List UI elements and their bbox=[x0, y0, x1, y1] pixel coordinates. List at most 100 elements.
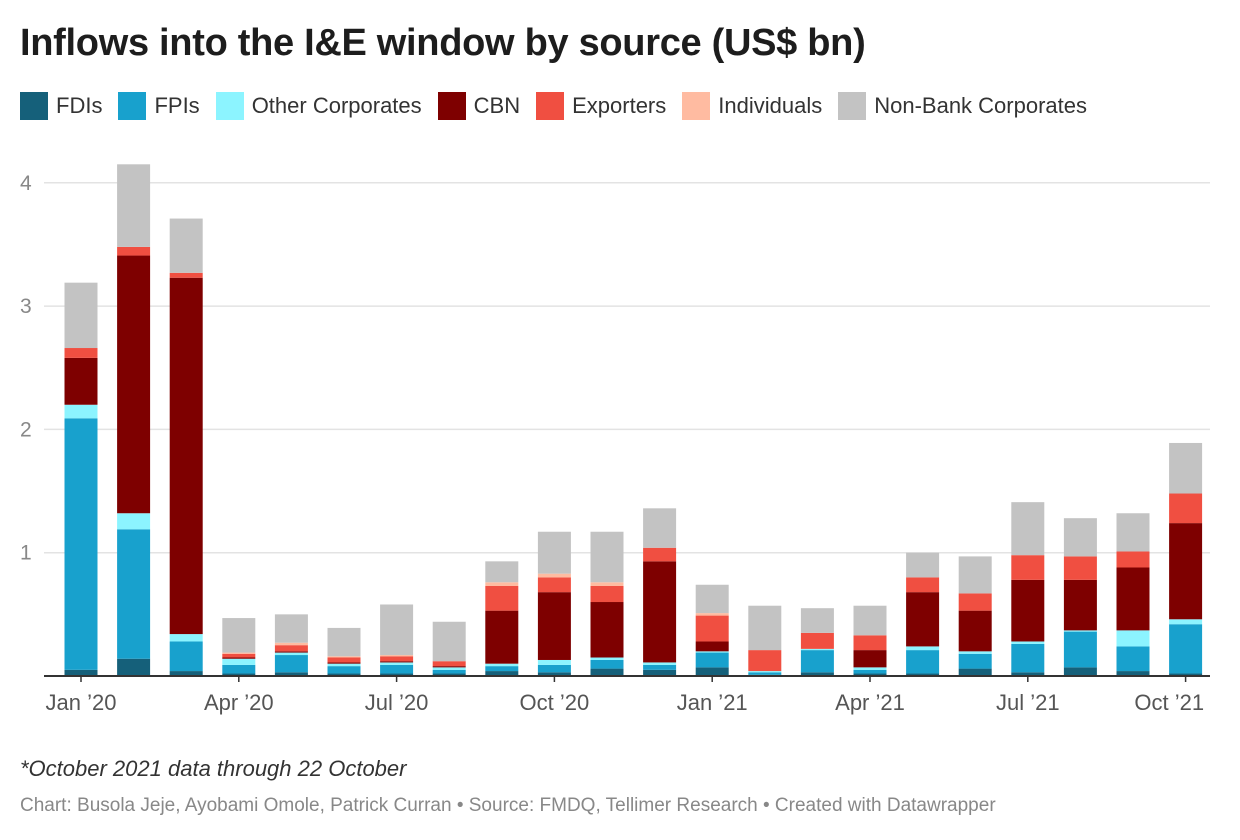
bar-cbn-jan-2021 bbox=[695, 641, 729, 652]
bar-stack-jun-2020 bbox=[327, 627, 361, 676]
legend-item-non-bank-corporates: Non-Bank Corporates bbox=[838, 92, 1087, 120]
bar-fpis-jul-2020 bbox=[380, 664, 414, 674]
bar-other-corporates-sep-2021 bbox=[1116, 630, 1150, 647]
bar-exporters-apr-2021 bbox=[853, 635, 887, 651]
bar-stack-may-2021 bbox=[906, 552, 940, 676]
bar-stack-nov-2020 bbox=[590, 531, 624, 676]
bar-fpis-apr-2021 bbox=[853, 669, 887, 674]
bar-individuals-apr-2020 bbox=[222, 652, 256, 654]
bar-exporters-mar-2020 bbox=[169, 272, 203, 278]
bar-fpis-sep-2021 bbox=[1116, 646, 1150, 672]
bar-individuals-may-2020 bbox=[274, 642, 308, 646]
x-tick-label-jul-20: Jul ’20 bbox=[365, 690, 429, 715]
bar-fdis-aug-2020 bbox=[432, 673, 466, 676]
legend-item-individuals: Individuals bbox=[682, 92, 822, 120]
bars bbox=[64, 164, 1203, 676]
x-tick-label-jul-21: Jul ’21 bbox=[996, 690, 1060, 715]
bar-other-corporates-sep-2020 bbox=[485, 663, 519, 667]
bar-exporters-aug-2020 bbox=[432, 661, 466, 667]
bar-exporters-nov-2020 bbox=[590, 585, 624, 603]
x-tick-label-oct-20: Oct ’20 bbox=[520, 690, 590, 715]
chart-plot: 1 2 3 4 Jan ’20 Apr ’20 Jul ’20 Oct ’20 Jan ’21 A… bbox=[20, 164, 1210, 715]
bar-fpis-oct-2021 bbox=[1169, 624, 1203, 674]
bar-stack-feb-2021 bbox=[748, 605, 782, 676]
bar-non-bank-corporates-jan-2021 bbox=[695, 584, 729, 614]
x-tick-label-apr-21: Apr ’21 bbox=[835, 690, 905, 715]
y-tick-label-4: 4 bbox=[20, 172, 32, 195]
bar-fpis-oct-2020 bbox=[537, 664, 571, 673]
bar-cbn-jul-2020 bbox=[380, 661, 414, 663]
bar-fpis-mar-2021 bbox=[800, 650, 834, 673]
bar-fdis-may-2021 bbox=[906, 673, 940, 676]
bar-non-bank-corporates-oct-2020 bbox=[537, 531, 571, 574]
bar-fpis-may-2021 bbox=[906, 650, 940, 674]
bar-non-bank-corporates-jul-2020 bbox=[380, 604, 414, 656]
bar-stack-jan-2020 bbox=[64, 282, 98, 676]
bar-other-corporates-apr-2020 bbox=[222, 658, 256, 665]
bar-cbn-mar-2020 bbox=[169, 277, 203, 635]
legend-swatch-exporters bbox=[536, 92, 565, 120]
bar-fdis-jul-2020 bbox=[380, 673, 414, 676]
bar-stack-sep-2020 bbox=[485, 561, 519, 676]
legend-swatch-fpis bbox=[118, 92, 147, 120]
bar-other-corporates-feb-2021 bbox=[748, 671, 782, 673]
chart-title: Inflows into the I&E window by source (U… bbox=[20, 22, 866, 64]
bar-fpis-apr-2020 bbox=[222, 664, 256, 674]
footnote: *October 2021 data through 22 October bbox=[20, 756, 407, 781]
bar-fdis-nov-2020 bbox=[590, 668, 624, 676]
bar-fdis-feb-2020 bbox=[117, 658, 151, 676]
y-tick-label-3: 3 bbox=[20, 295, 32, 318]
bar-cbn-nov-2020 bbox=[590, 602, 624, 658]
bar-fdis-sep-2020 bbox=[485, 671, 519, 676]
bar-other-corporates-aug-2020 bbox=[432, 667, 466, 670]
bar-other-corporates-mar-2020 bbox=[169, 634, 203, 642]
bar-cbn-aug-2021 bbox=[1063, 579, 1097, 631]
legend-label-individuals: Individuals bbox=[718, 93, 823, 118]
legend-swatch-other-corporates bbox=[215, 92, 244, 120]
bar-non-bank-corporates-may-2020 bbox=[274, 614, 308, 643]
bar-fpis-feb-2021 bbox=[748, 672, 782, 675]
bar-stack-dec-2020 bbox=[643, 508, 677, 676]
bar-exporters-dec-2020 bbox=[643, 547, 677, 562]
bar-other-corporates-may-2020 bbox=[274, 652, 308, 656]
bar-individuals-jun-2020 bbox=[327, 656, 361, 658]
bar-non-bank-corporates-nov-2020 bbox=[590, 531, 624, 583]
legend-item-fpis: FPIs bbox=[118, 92, 200, 120]
x-tick-label-oct-21: Oct ’21 bbox=[1134, 690, 1204, 715]
bar-exporters-feb-2020 bbox=[117, 246, 151, 256]
bar-stack-sep-2021 bbox=[1116, 513, 1150, 676]
bar-exporters-oct-2021 bbox=[1169, 493, 1203, 524]
bar-individuals-sep-2020 bbox=[485, 582, 519, 586]
bar-non-bank-corporates-sep-2021 bbox=[1116, 513, 1150, 552]
bar-non-bank-corporates-aug-2021 bbox=[1063, 518, 1097, 557]
credits: Chart: Busola Jeje, Ayobami Omole, Patri… bbox=[20, 795, 996, 816]
bar-fdis-jun-2020 bbox=[327, 673, 361, 676]
legend-swatch-cbn bbox=[437, 92, 466, 120]
bar-stack-feb-2020 bbox=[117, 164, 151, 676]
bar-fdis-may-2020 bbox=[274, 672, 308, 676]
bar-exporters-jul-2020 bbox=[380, 656, 414, 662]
bar-fdis-oct-2020 bbox=[537, 672, 571, 676]
bar-cbn-dec-2020 bbox=[643, 561, 677, 663]
bar-cbn-jul-2021 bbox=[1011, 579, 1045, 642]
bar-other-corporates-nov-2020 bbox=[590, 657, 624, 660]
bar-non-bank-corporates-aug-2020 bbox=[432, 621, 466, 662]
legend-label-fdis: FDIs bbox=[56, 93, 103, 118]
x-tick-label-jan-20: Jan ’20 bbox=[46, 690, 117, 715]
bar-other-corporates-aug-2021 bbox=[1063, 630, 1097, 632]
bar-exporters-jun-2021 bbox=[958, 593, 992, 611]
bar-exporters-jun-2020 bbox=[327, 657, 361, 663]
legend: FDIs FPIs Other Corporates CBN Exporters… bbox=[20, 91, 1103, 121]
y-tick-label-1: 1 bbox=[20, 542, 32, 565]
bar-other-corporates-oct-2021 bbox=[1169, 619, 1203, 625]
bar-fdis-jan-2021 bbox=[695, 667, 729, 676]
bar-stack-jan-2021 bbox=[695, 584, 729, 676]
bar-stack-mar-2020 bbox=[169, 218, 203, 676]
bar-cbn-jan-2020 bbox=[64, 357, 98, 405]
bar-other-corporates-may-2021 bbox=[906, 646, 940, 651]
legend-swatch-non-bank-corporates bbox=[838, 92, 867, 120]
bar-stack-oct-2020 bbox=[537, 531, 571, 676]
bar-exporters-jul-2021 bbox=[1011, 555, 1045, 580]
bar-cbn-oct-2020 bbox=[537, 592, 571, 660]
bar-fdis-oct-2021 bbox=[1169, 673, 1203, 676]
